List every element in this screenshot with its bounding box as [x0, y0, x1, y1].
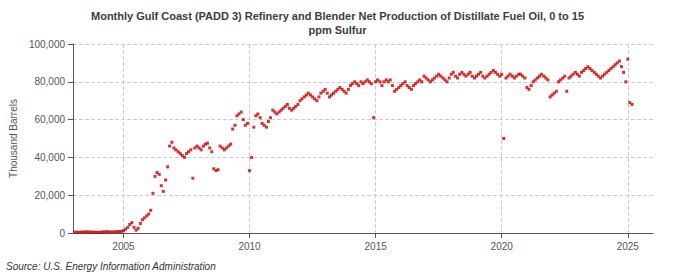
- svg-text:40,000: 40,000: [34, 152, 65, 163]
- svg-text:20,000: 20,000: [34, 190, 65, 201]
- svg-text:2010: 2010: [238, 241, 261, 252]
- svg-text:Source: U.S. Energy Informatio: Source: U.S. Energy Information Administ…: [6, 261, 216, 272]
- svg-text:100,000: 100,000: [29, 39, 66, 50]
- svg-text:ppm Sulfur: ppm Sulfur: [308, 24, 367, 36]
- svg-text:Monthly Gulf Coast (PADD 3) Re: Monthly Gulf Coast (PADD 3) Refinery and…: [91, 10, 584, 22]
- svg-text:80,000: 80,000: [34, 76, 65, 87]
- svg-text:2005: 2005: [112, 241, 135, 252]
- svg-text:60,000: 60,000: [34, 114, 65, 125]
- svg-text:2025: 2025: [617, 241, 640, 252]
- svg-text:2020: 2020: [491, 241, 514, 252]
- svg-text:2015: 2015: [365, 241, 388, 252]
- svg-text:0: 0: [59, 228, 65, 239]
- svg-text:Thousand Barrels: Thousand Barrels: [8, 99, 19, 178]
